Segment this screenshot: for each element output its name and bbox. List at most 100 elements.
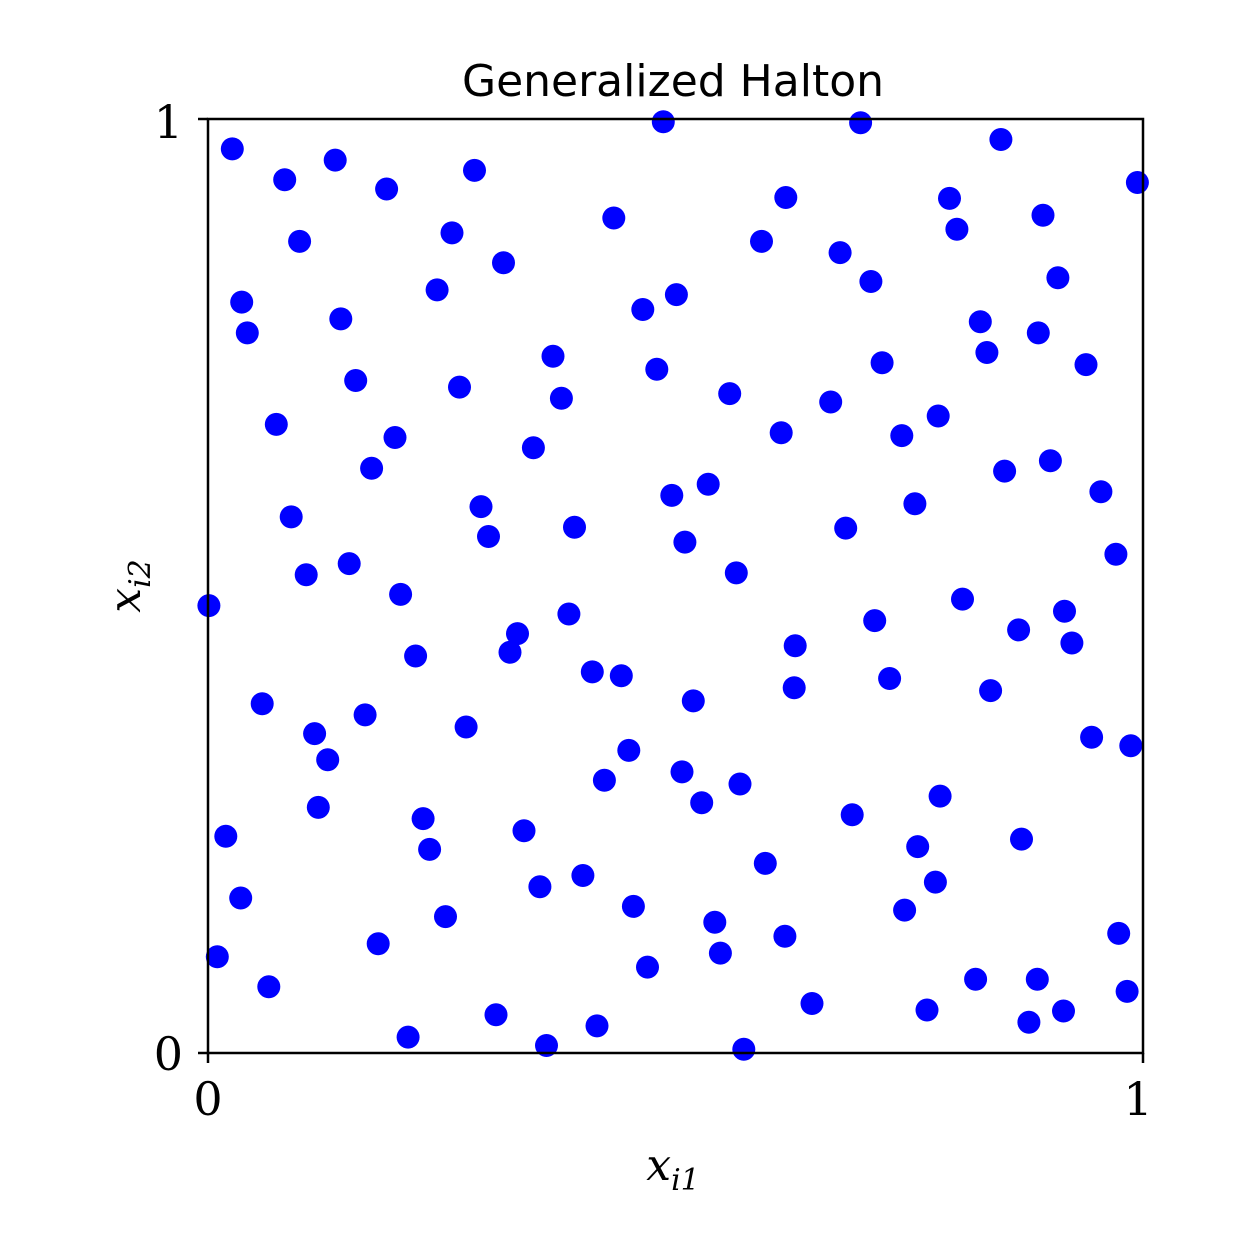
data-point-13 (602, 206, 626, 230)
data-point-11 (440, 221, 464, 245)
data-point-76 (316, 748, 340, 772)
data-point-10 (288, 229, 312, 253)
x-axis-label-main: x (646, 1140, 671, 1191)
data-point-41 (926, 404, 950, 428)
data-point-5 (651, 110, 675, 134)
data-point-73 (1060, 631, 1084, 655)
data-point-125 (915, 998, 939, 1022)
data-point-52 (696, 472, 720, 496)
data-point-16 (828, 241, 852, 265)
data-point-93 (670, 760, 694, 784)
data-point-48 (477, 525, 500, 548)
chart-title: Generalized Halton (462, 56, 884, 107)
data-point-8 (1125, 171, 1149, 194)
data-point-92 (690, 791, 714, 815)
data-point-34 (549, 386, 573, 410)
data-point-90 (592, 768, 616, 792)
data-point-78 (454, 715, 478, 739)
data-point-81 (782, 676, 806, 700)
data-point-55 (993, 459, 1017, 483)
data-point-123 (585, 1014, 609, 1038)
data-point-28 (975, 341, 999, 364)
data-point-17 (859, 270, 883, 293)
plot-frame (206, 117, 1145, 1055)
data-point-91 (617, 738, 641, 762)
data-point-6 (849, 111, 873, 135)
data-point-72 (1053, 599, 1076, 623)
data-point-126 (1017, 1010, 1041, 1034)
data-point-100 (205, 945, 229, 969)
data-point-77 (353, 703, 377, 727)
data-point-118 (1107, 921, 1131, 945)
data-point-84 (979, 679, 1003, 703)
data-point-61 (337, 552, 361, 576)
y-axis-label: xi2 (100, 559, 158, 613)
data-point-86 (214, 824, 238, 848)
data-point-12 (492, 251, 515, 275)
data-point-43 (383, 426, 407, 449)
data-point-98 (1119, 734, 1143, 758)
data-point-9 (230, 290, 254, 314)
data-point-45 (521, 436, 545, 460)
data-point-60 (294, 563, 318, 587)
data-points (197, 110, 1149, 1061)
data-point-7 (989, 128, 1013, 151)
data-point-56 (1038, 449, 1062, 473)
data-point-117 (964, 967, 988, 991)
data-point-2 (323, 148, 347, 172)
data-point-57 (1089, 480, 1113, 504)
data-point-25 (631, 298, 655, 321)
data-point-1 (273, 168, 297, 192)
data-point-4 (463, 158, 486, 182)
data-point-109 (906, 835, 930, 859)
data-point-120 (396, 1025, 420, 1049)
data-point-85 (306, 795, 330, 819)
data-point-33 (541, 344, 565, 368)
data-point-50 (660, 483, 684, 507)
data-point-105 (571, 864, 595, 887)
data-point-95 (840, 803, 864, 827)
data-point-116 (800, 992, 824, 1015)
data-point-36 (718, 382, 742, 406)
data-point-38 (819, 390, 843, 414)
x-axis-label-subscript: i1 (671, 1163, 700, 1198)
x-tick-label-1: 1 (1123, 1072, 1152, 1126)
data-point-104 (528, 875, 552, 899)
data-point-14 (750, 229, 773, 253)
data-point-23 (329, 307, 353, 331)
data-point-39 (870, 351, 894, 375)
data-point-32 (448, 375, 471, 399)
data-point-128 (1052, 999, 1075, 1023)
data-point-63 (404, 644, 428, 668)
data-point-124 (732, 1037, 756, 1061)
y-tick-label-1: 1 (154, 95, 183, 149)
data-point-3 (375, 177, 399, 201)
data-point-27 (968, 310, 992, 334)
data-point-99 (229, 886, 253, 910)
data-point-67 (580, 660, 604, 684)
data-point-94 (728, 772, 752, 796)
y-axis-label-main: x (100, 588, 151, 613)
data-point-42 (1074, 353, 1098, 377)
data-point-44 (360, 456, 384, 480)
data-point-71 (1007, 618, 1031, 642)
data-point-75 (303, 722, 327, 746)
data-point-88 (418, 837, 442, 861)
data-point-79 (609, 664, 633, 688)
data-point-110 (923, 870, 947, 894)
data-point-26 (664, 283, 688, 307)
data-point-68 (724, 561, 748, 585)
data-point-122 (535, 1034, 558, 1057)
data-point-83 (878, 667, 902, 690)
data-point-65 (498, 640, 522, 664)
data-point-87 (411, 807, 435, 831)
data-point-74 (250, 692, 274, 716)
data-point-108 (753, 851, 777, 875)
data-point-107 (703, 910, 727, 934)
data-point-18 (938, 186, 961, 210)
data-point-29 (1026, 321, 1050, 345)
data-point-15 (774, 186, 798, 209)
data-point-119 (1115, 979, 1139, 1003)
data-point-102 (366, 932, 390, 956)
data-point-49 (563, 515, 586, 539)
